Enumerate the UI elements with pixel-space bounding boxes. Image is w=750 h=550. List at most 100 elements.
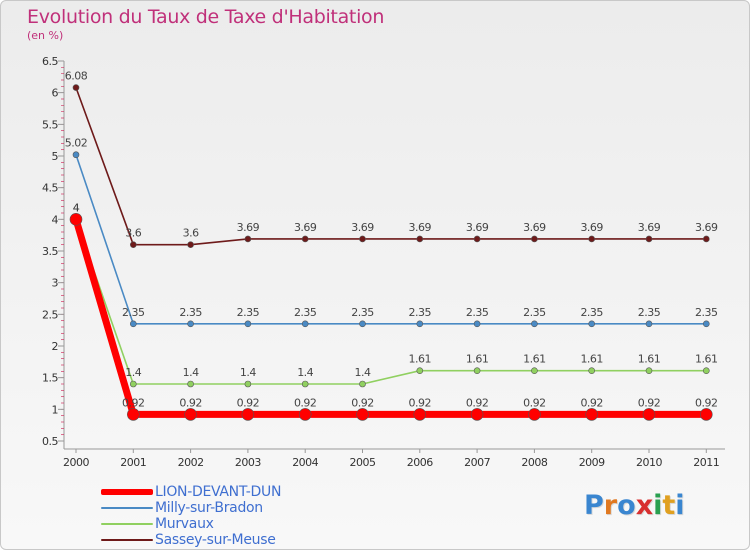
data-label: 3.69	[523, 221, 546, 234]
data-label: 0.92	[466, 396, 489, 409]
data-point	[359, 235, 366, 243]
data-label: 1.61	[638, 353, 661, 366]
y-tick-label: 5	[52, 150, 59, 163]
data-point	[244, 380, 252, 388]
y-tick-label: 0.5	[42, 435, 58, 448]
data-label: 1.4	[297, 366, 313, 379]
x-tick-label: 2006	[407, 456, 433, 469]
data-label: 0.92	[179, 396, 202, 409]
data-label: 1.61	[523, 353, 546, 366]
data-point	[184, 408, 197, 421]
data-label: 3.69	[294, 221, 317, 234]
data-point	[416, 320, 424, 328]
y-tick-label: 4.5	[42, 182, 58, 195]
data-label: 0.92	[409, 396, 432, 409]
data-point	[473, 367, 481, 375]
data-label: 2.35	[294, 306, 317, 319]
data-label: 2.35	[695, 306, 718, 319]
y-tick-label: 3.5	[42, 245, 58, 258]
x-tick-label: 2007	[464, 456, 490, 469]
proxiti-logo: Proxiti	[584, 490, 685, 521]
data-label: 1.61	[580, 353, 603, 366]
x-tick-label: 2000	[63, 456, 89, 469]
data-point	[187, 241, 194, 248]
legend-swatch	[101, 539, 153, 541]
data-label: 1.4	[240, 366, 256, 379]
data-point	[473, 235, 481, 243]
data-label: 0.92	[237, 396, 260, 409]
data-point	[301, 320, 309, 328]
series-line	[72, 218, 707, 418]
chart-axes: 0.5 1 1.5 2 2.5 3 3.5 4 4.5 5 5.5 6 6.5 2000 2001 2002 2…	[42, 55, 725, 469]
data-label: 3.6	[125, 227, 141, 240]
data-label: 0.92	[294, 396, 317, 409]
data-label: 2.35	[351, 306, 374, 319]
logo-letter: t	[662, 490, 676, 521]
data-label: 4	[73, 201, 80, 214]
data-label: 2.35	[122, 306, 145, 319]
data-label: 5.02	[65, 137, 88, 150]
data-label: 3.69	[695, 221, 718, 234]
x-tick-label: 2011	[693, 456, 719, 469]
logo-letter: x	[635, 490, 654, 521]
data-point	[642, 408, 656, 421]
series-line	[75, 87, 707, 246]
y-tick-label: 2.5	[42, 308, 58, 321]
legend-label: Sassey-sur-Meuse	[155, 532, 276, 548]
data-label: 2.35	[523, 306, 546, 319]
data-point	[645, 235, 653, 243]
data-point	[585, 408, 599, 421]
data-label: 3.69	[466, 221, 489, 234]
y-tick-label: 5.5	[42, 118, 58, 131]
data-label: 6.08	[65, 70, 88, 83]
data-label: 0.92	[523, 396, 546, 409]
data-label: 0.92	[695, 396, 718, 409]
data-point	[356, 408, 369, 421]
data-point	[702, 235, 710, 243]
data-point	[588, 320, 596, 328]
logo-letter: P	[584, 490, 604, 521]
data-label: 0.92	[122, 396, 145, 409]
data-point	[130, 241, 137, 248]
series-lion-devant-dun	[69, 213, 713, 421]
legend-label: LION-DEVANT-DUN	[155, 484, 282, 500]
logo-letter: o	[617, 490, 636, 521]
data-label: 0.92	[580, 396, 603, 409]
data-label: 2.35	[409, 306, 432, 319]
data-point	[531, 367, 538, 375]
x-tick-label: 2009	[579, 456, 605, 469]
data-point	[187, 320, 194, 328]
x-tick-label: 2004	[292, 456, 318, 469]
data-point	[531, 235, 538, 243]
data-point	[72, 84, 80, 91]
data-label: 3.69	[580, 221, 603, 234]
data-point	[298, 408, 312, 421]
data-label: 1.4	[183, 366, 199, 379]
data-point	[130, 380, 137, 388]
logo-letter: i	[675, 490, 685, 521]
data-point	[699, 408, 713, 421]
logo-letter: r	[603, 490, 618, 521]
data-label: 1.4	[355, 366, 371, 379]
series-murvaux	[72, 216, 710, 388]
data-label: 1.61	[695, 353, 718, 366]
data-label: 2.35	[638, 306, 661, 319]
legend-swatch	[101, 507, 153, 509]
x-tick-label: 2001	[120, 456, 146, 469]
data-point	[359, 320, 366, 328]
legend-label: Milly-sur-Bradon	[155, 500, 263, 516]
data-label: 2.35	[580, 306, 603, 319]
data-point	[588, 367, 596, 375]
data-point	[416, 235, 424, 243]
data-point	[72, 151, 80, 159]
data-point	[244, 235, 252, 243]
data-point	[187, 380, 194, 388]
data-label: 1.61	[466, 353, 489, 366]
data-label: 3.69	[638, 221, 661, 234]
data-point	[130, 320, 137, 328]
data-point	[244, 320, 252, 328]
series-line	[75, 219, 707, 385]
data-label: 3.69	[351, 221, 374, 234]
